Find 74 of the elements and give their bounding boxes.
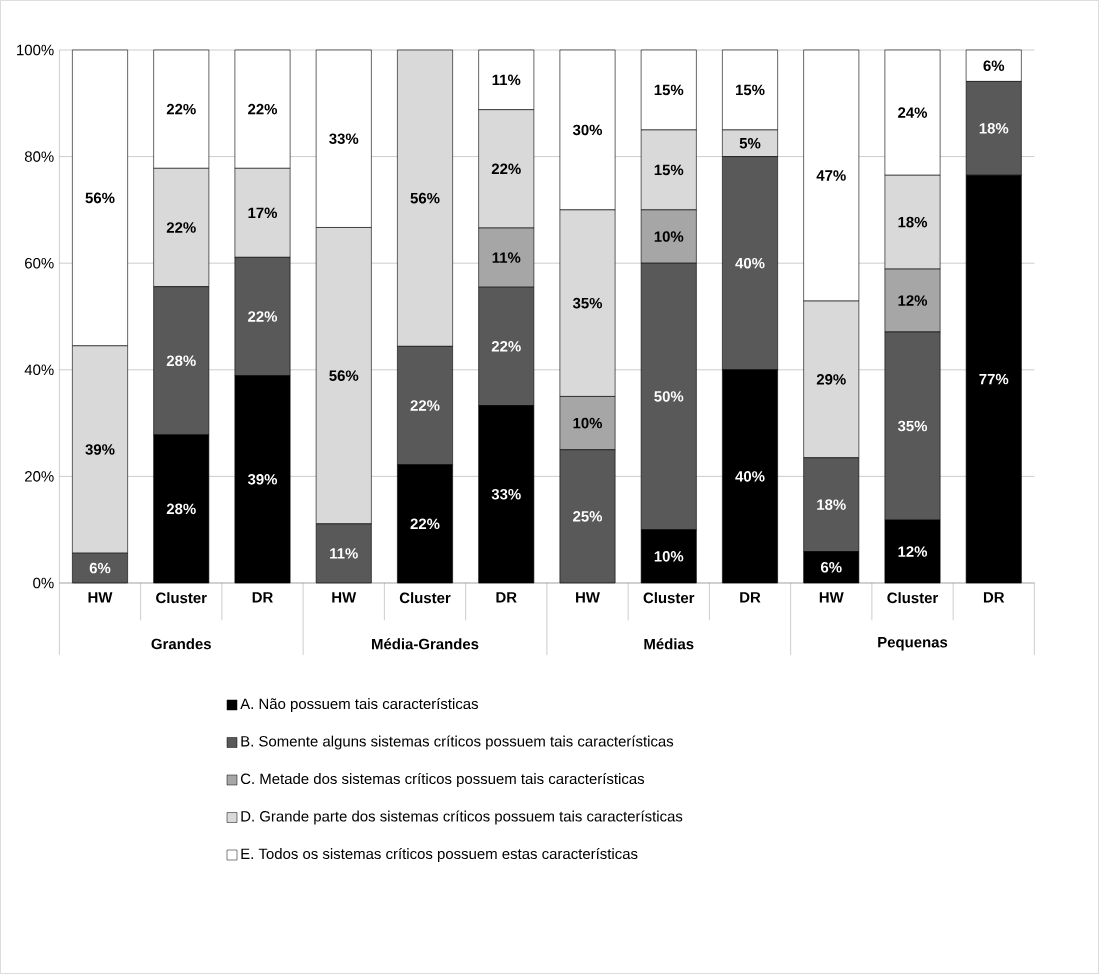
x-tick-label: Cluster: [156, 592, 207, 604]
y-tick-label: 20%: [25, 471, 54, 482]
data-label: 22%: [491, 163, 521, 175]
x-tick-label: Cluster: [887, 592, 939, 604]
x-tick-label: DR: [740, 592, 761, 603]
data-label: 12%: [898, 295, 928, 306]
y-tick-label: 100%: [17, 44, 54, 56]
data-label: 10%: [573, 417, 603, 429]
y-tick-label: 60%: [25, 257, 54, 269]
text: Grandes: [151, 638, 211, 650]
data-label: 28%: [166, 355, 196, 367]
data-label: 22%: [410, 400, 440, 411]
y-tick-label: 40%: [24, 364, 54, 376]
data-label: 56%: [410, 192, 440, 204]
data-label: 77%: [979, 373, 1009, 385]
data-label: 5%: [739, 138, 761, 149]
legend-label: B. Somente alguns sistemas críticos possuem tais características: [241, 735, 674, 750]
data-label: 22%: [491, 341, 521, 352]
data-label: 40%: [735, 257, 765, 269]
data-label: 56%: [85, 192, 115, 204]
data-label: 18%: [817, 499, 846, 510]
x-tick-label: DR: [252, 592, 273, 603]
data-label: 35%: [572, 297, 603, 309]
data-label: 35%: [897, 420, 928, 432]
text: Pequenas: [878, 637, 948, 651]
y-tick-label: 0%: [33, 577, 54, 589]
data-label: 29%: [816, 374, 846, 385]
data-label: 10%: [654, 551, 684, 562]
x-tick-label: Cluster: [399, 592, 451, 604]
data-label: 33%: [491, 488, 521, 500]
x-tick-label: HW: [88, 592, 113, 603]
text: Média-Grandes: [372, 638, 479, 650]
data-label: 22%: [410, 518, 440, 530]
data-label: 15%: [654, 84, 684, 96]
x-tick-label: DR: [983, 592, 1005, 603]
x-tick-label: HW: [576, 592, 600, 603]
data-label: 28%: [166, 503, 196, 515]
data-label: 22%: [248, 311, 278, 322]
data-label: 11%: [492, 74, 521, 86]
data-label: 33%: [329, 133, 359, 145]
data-label: 24%: [898, 107, 928, 118]
data-label: 6%: [821, 561, 842, 573]
data-label: 18%: [979, 123, 1009, 134]
legend-label: D. Grande parte dos sistemas críticos possuem tais características: [241, 810, 683, 825]
legend-label: A. Não possuem tais características: [240, 697, 478, 713]
data-label: 56%: [329, 370, 359, 381]
data-label: 47%: [816, 170, 846, 181]
data-label: 25%: [573, 511, 603, 522]
data-label: 18%: [898, 216, 928, 228]
x-tick-label: HW: [332, 592, 357, 603]
data-label: 11%: [492, 252, 521, 263]
x-tick-label: Cluster: [643, 592, 695, 604]
data-label: 22%: [166, 222, 196, 233]
data-label: 22%: [166, 103, 196, 115]
y-tick-label: 80%: [24, 151, 54, 162]
data-label: 12%: [898, 546, 928, 557]
data-label: 30%: [572, 124, 603, 136]
data-label: 6%: [983, 60, 1005, 71]
x-tick-label: DR: [496, 592, 517, 603]
data-label: 15%: [654, 164, 684, 176]
x-tick-label: HW: [819, 592, 844, 603]
text: Médias: [644, 638, 694, 650]
data-label: 50%: [654, 391, 684, 402]
legend-label: E. Todos os sistemas críticos possuem estas características: [241, 847, 638, 863]
data-label: 40%: [735, 471, 765, 482]
legend-label: C. Metade dos sistemas críticos possuem tais características: [240, 772, 645, 788]
data-label: 6%: [89, 562, 111, 574]
data-label: 17%: [248, 207, 278, 219]
data-label: 10%: [654, 231, 684, 242]
data-label: 15%: [735, 84, 765, 96]
data-label: 39%: [85, 444, 115, 455]
data-label: 39%: [247, 474, 278, 485]
data-label: 22%: [248, 103, 278, 115]
data-label: 11%: [330, 548, 358, 559]
